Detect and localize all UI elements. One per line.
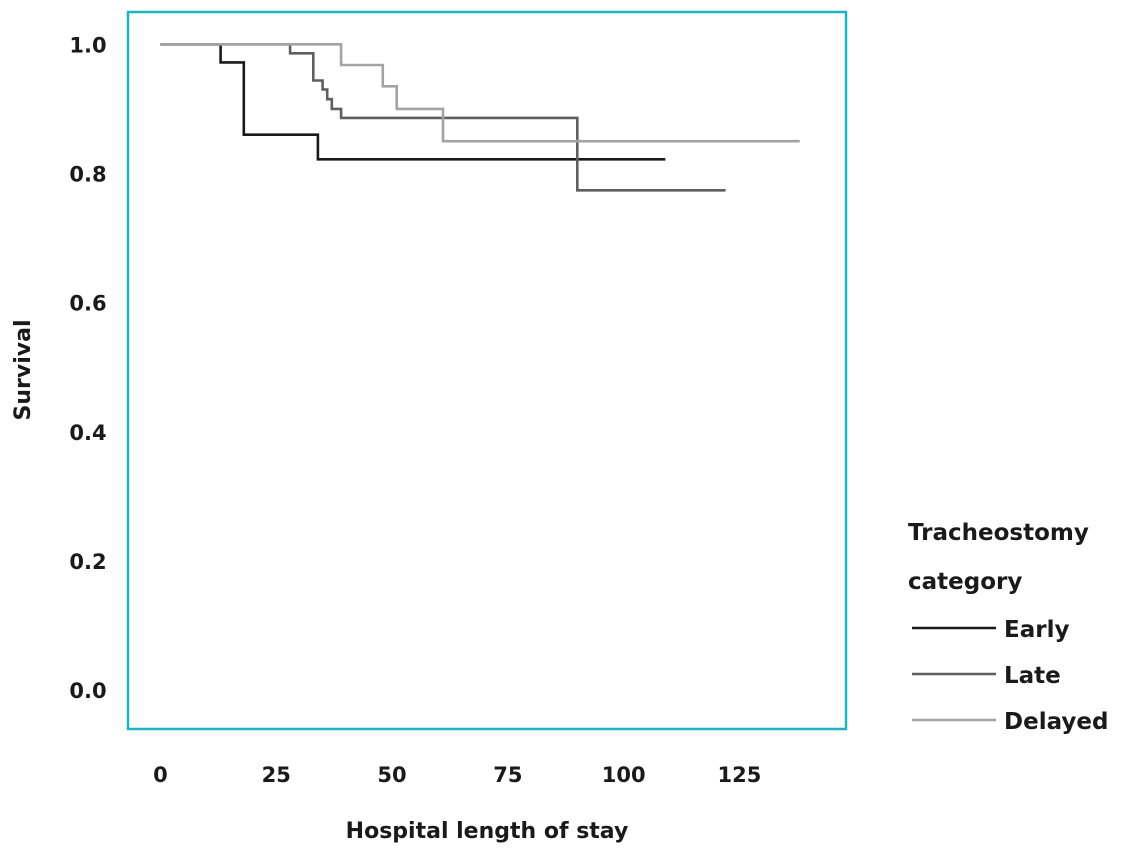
x-tick-label: 25 bbox=[262, 763, 291, 787]
y-tick-label: 0.8 bbox=[69, 162, 106, 186]
y-tick-label: 1.0 bbox=[69, 33, 106, 57]
y-tick-label: 0.4 bbox=[69, 421, 106, 445]
y-tick-label: 0.2 bbox=[69, 550, 106, 574]
legend-label-late: Late bbox=[1004, 663, 1061, 689]
legend-label-early: Early bbox=[1004, 617, 1069, 643]
legend-title-line-2: category bbox=[908, 569, 1022, 595]
plot-frame bbox=[126, 10, 848, 731]
legend: Tracheostomy category Early Late Delayed bbox=[908, 520, 1108, 735]
x-tick-label: 50 bbox=[377, 763, 406, 787]
curve-delayed bbox=[160, 43, 800, 143]
x-tick-label: 100 bbox=[602, 763, 646, 787]
y-tick-label: 0.0 bbox=[69, 679, 106, 703]
x-tick-label: 75 bbox=[493, 763, 522, 787]
x-axis-label: Hospital length of stay bbox=[346, 819, 629, 844]
y-axis-ticks: 0.0 0.2 0.4 0.6 0.8 1.0 bbox=[69, 33, 106, 703]
x-axis-ticks: 0 25 50 75 100 125 bbox=[153, 763, 761, 787]
curve-late bbox=[160, 43, 726, 192]
y-axis-label: Survival bbox=[11, 320, 36, 421]
x-tick-label: 125 bbox=[718, 763, 762, 787]
legend-label-delayed: Delayed bbox=[1004, 709, 1108, 735]
curve-early bbox=[160, 43, 666, 161]
x-tick-label: 0 bbox=[153, 763, 168, 787]
legend-items: Early Late Delayed bbox=[912, 617, 1108, 735]
y-tick-label: 0.6 bbox=[69, 292, 106, 316]
legend-title-line-1: Tracheostomy bbox=[908, 520, 1089, 546]
survival-curves bbox=[160, 43, 800, 192]
